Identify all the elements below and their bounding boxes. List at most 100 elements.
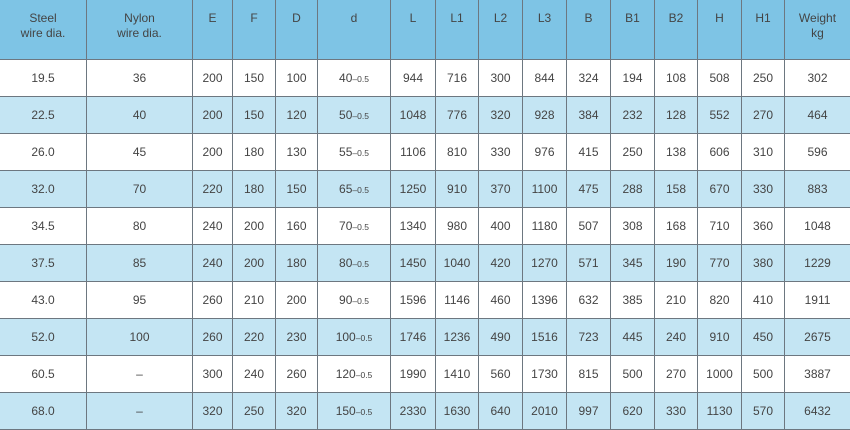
table-cell: 32.0 — [0, 170, 87, 208]
cell-value: 1000 — [706, 367, 733, 381]
table-cell: 150 — [232, 96, 276, 134]
table-cell: 596 — [784, 133, 850, 171]
cell-value: 330 — [752, 182, 774, 196]
column-header: L3 — [522, 0, 567, 60]
table-cell: 180 — [232, 133, 276, 171]
tolerance: –0.5 — [355, 370, 373, 380]
cell-value: 260 — [202, 293, 223, 307]
tolerance: –0.5 — [352, 148, 369, 158]
table-row: 32.0 70 220 180 150 65–0.5 1250 910 370 1100 475 28… — [0, 170, 850, 208]
cell-value: 200 — [202, 108, 223, 122]
table-cell: 976 — [522, 133, 567, 171]
cell-value: 716 — [446, 71, 468, 85]
table-cell: 460 — [478, 281, 523, 319]
table-cell: 80 — [86, 207, 193, 245]
table-cell: 330 — [741, 170, 785, 208]
tolerance: –0.5 — [352, 74, 369, 84]
table-cell: 95 — [86, 281, 193, 319]
column-header: B1 — [610, 0, 655, 60]
table-cell: 1100 — [522, 170, 567, 208]
table-cell: 220 — [232, 318, 276, 356]
cell-value: 571 — [578, 256, 599, 270]
table-cell: 138 — [654, 133, 698, 171]
table-cell: 571 — [566, 244, 611, 282]
table-cell: 385 — [610, 281, 655, 319]
cell-value: 1340 — [399, 219, 427, 233]
cell-value: 2675 — [804, 330, 831, 344]
header-label: B — [584, 11, 593, 25]
table-cell: 220 — [192, 170, 233, 208]
cell-value: 2010 — [531, 404, 558, 418]
table-cell: 180 — [275, 244, 318, 282]
table-cell: 980 — [435, 207, 479, 245]
header-label: B2 — [668, 11, 684, 25]
cell-value: 1730 — [531, 367, 558, 381]
table-cell: 415 — [566, 133, 611, 171]
cell-value: 250 — [622, 145, 643, 159]
table-cell: 370 — [478, 170, 523, 208]
table-cell: 260 — [275, 355, 318, 393]
table-cell: 490 — [478, 318, 523, 356]
cell-value: 150 — [286, 182, 307, 196]
table-cell: 910 — [435, 170, 479, 208]
table-cell: 1410 — [435, 355, 479, 393]
tolerance: –0.5 — [352, 111, 369, 121]
table-cell: 85 — [86, 244, 193, 282]
table-cell: 1236 — [435, 318, 479, 356]
table-cell: 770 — [697, 244, 742, 282]
column-header: Nylon wire dia. — [86, 0, 193, 60]
header-label: Steel — [29, 11, 57, 25]
tolerance: –0.5 — [352, 222, 369, 232]
cell-value: 300 — [490, 71, 511, 85]
table-cell: 100 — [275, 59, 318, 97]
cell-value: 910 — [709, 330, 730, 344]
cell-value: 158 — [665, 182, 687, 196]
table-row: 68.0 – 320 250 320 150–0.5 2330 1630 640 2010 997 6… — [0, 392, 850, 430]
column-header: H — [697, 0, 742, 60]
cell-value: 324 — [578, 71, 599, 85]
table-cell: 45 — [86, 133, 193, 171]
table-cell: 34.5 — [0, 207, 87, 245]
table-cell: 52.0 — [0, 318, 87, 356]
column-header: H1 — [741, 0, 785, 60]
column-header: d — [317, 0, 391, 60]
table-cell: 168 — [654, 207, 698, 245]
cell-value: 883 — [807, 182, 828, 196]
cell-value: 1100 — [531, 182, 558, 196]
table-cell: 2675 — [784, 318, 850, 356]
cell-value: 710 — [709, 219, 730, 233]
cell-value: 910 — [446, 182, 468, 196]
cell-value: 640 — [490, 404, 511, 418]
cell-value: 19.5 — [31, 71, 55, 85]
cell-value: 345 — [622, 256, 643, 270]
cell-value: 270 — [665, 367, 687, 381]
cell-value: 560 — [490, 367, 511, 381]
table-cell: 250 — [610, 133, 655, 171]
cell-value: 90 — [339, 293, 353, 307]
table-cell: 200 — [192, 133, 233, 171]
table-cell: – — [86, 355, 193, 393]
table-cell: 100 — [86, 318, 193, 356]
table-cell: 475 — [566, 170, 611, 208]
cell-value: 240 — [202, 219, 223, 233]
table-cell: 150 — [275, 170, 318, 208]
cell-value: 60.5 — [31, 367, 55, 381]
table-cell: 776 — [435, 96, 479, 134]
table-cell: 1516 — [522, 318, 567, 356]
cell-value: 508 — [709, 71, 730, 85]
cell-value: 100 — [129, 330, 150, 344]
cell-value: 100 — [286, 71, 307, 85]
cell-value: 190 — [665, 256, 687, 270]
cell-value: 445 — [622, 330, 643, 344]
column-header: B — [566, 0, 611, 60]
table-cell: 40 — [86, 96, 193, 134]
table-cell: 883 — [784, 170, 850, 208]
cell-value: 1596 — [399, 293, 427, 307]
table-row: 19.5 36 200 150 100 40–0.5 944 716 300 844 324 194 1… — [0, 59, 850, 97]
table-cell: 1270 — [522, 244, 567, 282]
table-cell: 320 — [478, 96, 523, 134]
table-cell: 300 — [478, 59, 523, 97]
table-cell: 230 — [275, 318, 318, 356]
table-cell: 260 — [192, 318, 233, 356]
table-row: 43.0 95 260 210 200 90–0.5 1596 1146 460 1396 632 3… — [0, 281, 850, 319]
